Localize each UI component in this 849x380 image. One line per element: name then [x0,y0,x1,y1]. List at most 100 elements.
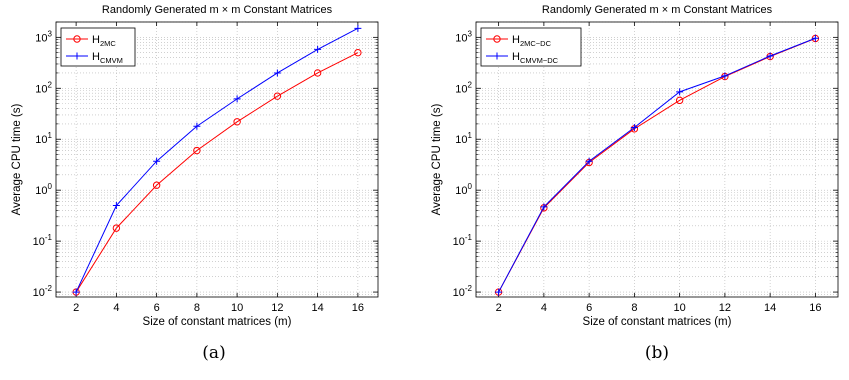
data-point-plus [495,288,503,296]
legend-entry: HCMVM−DC [486,51,559,65]
data-point-circle [233,118,241,126]
data-point-plus [273,69,281,77]
y-tick-base: 10 [35,185,47,197]
y-tick-label: 103 [455,29,472,44]
data-point-circle [273,92,282,100]
y-tick-base: 10 [35,134,47,146]
y-tick-label: 102 [35,80,52,95]
legend-label-main: H [92,51,100,63]
data-point-plus [314,45,322,53]
y-tick-base: 10 [453,287,465,299]
y-tick-base: 10 [35,83,47,95]
x-tick-label: 4 [541,302,547,314]
x-tick-label: 2 [73,302,79,314]
data-point-circle [193,146,201,155]
y-tick-label: 102 [455,80,472,95]
legend-entry: H2MC−DC [486,34,552,48]
x-tick-label: 16 [352,302,364,314]
series-line [75,52,359,293]
y-tick-exponent: -2 [465,284,473,293]
x-axis-label: Size of constant matrices (m) [143,316,292,328]
y-tick-label: 100 [455,182,472,197]
y-tick-base: 10 [33,236,45,248]
y-axis-label: Average CPU time (s) [11,104,23,216]
x-tick-label: 8 [631,302,637,314]
legend-entry: HCMVM [66,51,123,65]
data-point-plus [721,72,729,80]
legend-marker-circle [73,35,81,43]
y-axis-label: Average CPU time (s) [431,104,443,216]
legend-box [60,27,136,67]
legend-label-main: H [512,34,520,46]
x-tick-label: 14 [764,302,776,314]
data-point-plus [153,157,161,165]
x-tick-label: 2 [496,302,502,314]
data-point-plus [72,288,80,296]
x-tick-label: 16 [809,302,821,314]
y-tick-exponent: 3 [48,29,53,38]
x-tick-label: 6 [154,302,160,314]
y-tick-label: 101 [35,131,52,146]
legend-marker-circle [493,35,501,43]
series-line [498,37,816,293]
y-tick-label: 100 [35,182,52,197]
y-tick-base: 10 [455,83,467,95]
y-tick-base: 10 [33,287,45,299]
y-tick-label: 10-1 [453,233,473,248]
y-tick-exponent: -2 [45,284,53,293]
x-tick-label: 8 [194,302,200,314]
y-tick-exponent: 2 [48,80,53,89]
data-point-circle [313,69,322,77]
data-point-circle [675,96,684,105]
y-tick-exponent: -1 [45,233,53,242]
grid [56,21,378,298]
y-tick-exponent: 0 [48,182,53,191]
x-tick-label: 6 [586,302,592,314]
y-tick-exponent: 1 [468,131,473,140]
data-point-plus [676,88,684,96]
x-axis-label: Size of constant matrices (m) [583,316,732,328]
x-tick-label: 10 [674,302,686,314]
y-tick-exponent: 2 [468,80,473,89]
chart-panel-b: 2 4 6 8 10 12 14 1610-210-1100101102103Randomly… [431,4,839,363]
data-point-circle [112,224,121,232]
y-tick-base: 10 [455,32,467,44]
y-tick-exponent: 0 [468,182,473,191]
y-tick-label: 10-2 [453,284,473,299]
y-tick-exponent: -1 [465,233,473,242]
plot-area [56,22,378,297]
chart-title: Randomly Generated m × m Constant Matric… [542,4,773,16]
y-tick-exponent: 3 [468,29,473,38]
legend-label-subscript: CMVM−DC [520,56,559,65]
y-tick-base: 10 [455,134,467,146]
y-tick-label: 103 [35,29,52,44]
data-point-plus [112,202,120,210]
x-tick-label: 4 [113,302,119,314]
legend-label-subscript: 2MC−DC [520,39,552,48]
data-point-circle [152,181,161,189]
legend-label-main: H [92,34,100,46]
x-tick-label: 10 [231,302,243,314]
figure-caption: (a) [202,343,225,363]
y-tick-label: 10-2 [33,284,53,299]
data-point-plus [233,95,241,103]
chart-title: Randomly Generated m × m Constant Matric… [102,4,333,16]
data-point-plus [811,34,819,42]
data-point-plus [630,123,638,131]
series-cmvm-dc [495,34,819,296]
y-tick-base: 10 [455,185,467,197]
x-tick-label: 12 [271,302,283,314]
y-tick-base: 10 [453,236,465,248]
data-point-plus [585,157,593,165]
x-tick-label: 14 [312,302,324,314]
legend-label: HCMVM−DC [512,51,559,65]
legend: H2MC HCMVM [60,27,136,67]
y-tick-label: 101 [455,131,472,146]
legend-label-main: H [512,51,520,63]
legend-box [480,27,582,67]
data-point-plus [540,203,548,211]
legend-label: H2MC [92,34,116,48]
legend-marker-plus [493,52,501,60]
